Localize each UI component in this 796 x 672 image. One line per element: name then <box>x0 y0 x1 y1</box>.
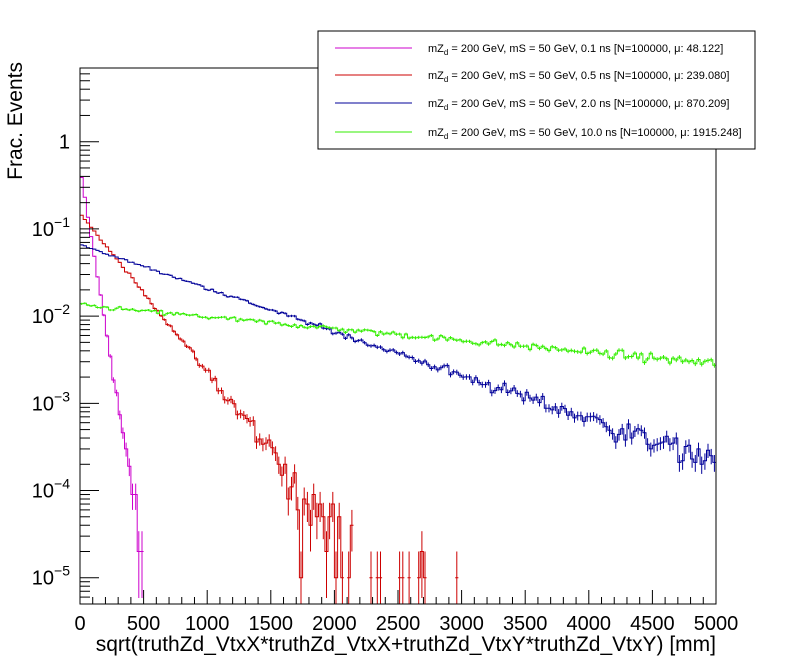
y-tick-label: 10−3 <box>32 388 70 415</box>
x-tick-label: 3000 <box>439 613 484 635</box>
y-tick-label: 10−5 <box>32 563 70 590</box>
y-tick-label: 1 <box>59 132 70 154</box>
series-line-3 <box>80 302 716 366</box>
legend-entry-2: mZd = 200 GeV, mS = 50 GeV, 2.0 ns [N=10… <box>428 98 729 112</box>
x-tick-label: 3500 <box>503 613 548 635</box>
y-tick-label: 10−1 <box>32 214 70 241</box>
y-axis-title: Frac. Events <box>4 62 27 180</box>
legend-entry-3: mZd = 200 GeV, mS = 50 GeV, 10.0 ns [N=1… <box>428 127 742 141</box>
x-tick-label: 2500 <box>376 613 421 635</box>
legend-box <box>317 30 756 150</box>
series-line-0 <box>80 177 144 552</box>
x-axis-title: sqrt(truthZd_VtxX*truthZd_VtxX+truthZd_V… <box>96 633 716 656</box>
x-tick-label: 4500 <box>630 613 675 635</box>
series-1 <box>80 214 459 604</box>
series-layer <box>80 177 716 604</box>
x-tick-label: 1500 <box>249 613 294 635</box>
series-3 <box>80 302 716 368</box>
x-tick-label: 0 <box>74 613 85 635</box>
x-tick-label: 1000 <box>185 613 230 635</box>
x-tick-label: 2000 <box>312 613 357 635</box>
series-0 <box>80 177 144 598</box>
series-2 <box>80 244 716 474</box>
series-line-1 <box>80 214 459 579</box>
legend: mZd = 200 GeV, mS = 50 GeV, 0.1 ns [N=10… <box>317 30 756 150</box>
x-tick-label: 5000 <box>694 613 739 635</box>
x-tick-label: 500 <box>127 613 160 635</box>
y-tick-label: 10−2 <box>32 301 70 328</box>
legend-entry-0: mZd = 200 GeV, mS = 50 GeV, 0.1 ns [N=10… <box>428 43 723 57</box>
x-axis: 0 500 1000 1500 2000 2500 3000 3500 4000 4500 5000 <box>74 590 738 635</box>
y-tick-label: 10−4 <box>32 476 70 503</box>
x-tick-label: 4000 <box>567 613 612 635</box>
series-line-2 <box>80 244 716 465</box>
y-axis: 10−5 10−4 10−3 10−2 10−1 1 <box>32 67 99 598</box>
legend-entry-1: mZd = 200 GeV, mS = 50 GeV, 0.5 ns [N=10… <box>428 70 729 84</box>
